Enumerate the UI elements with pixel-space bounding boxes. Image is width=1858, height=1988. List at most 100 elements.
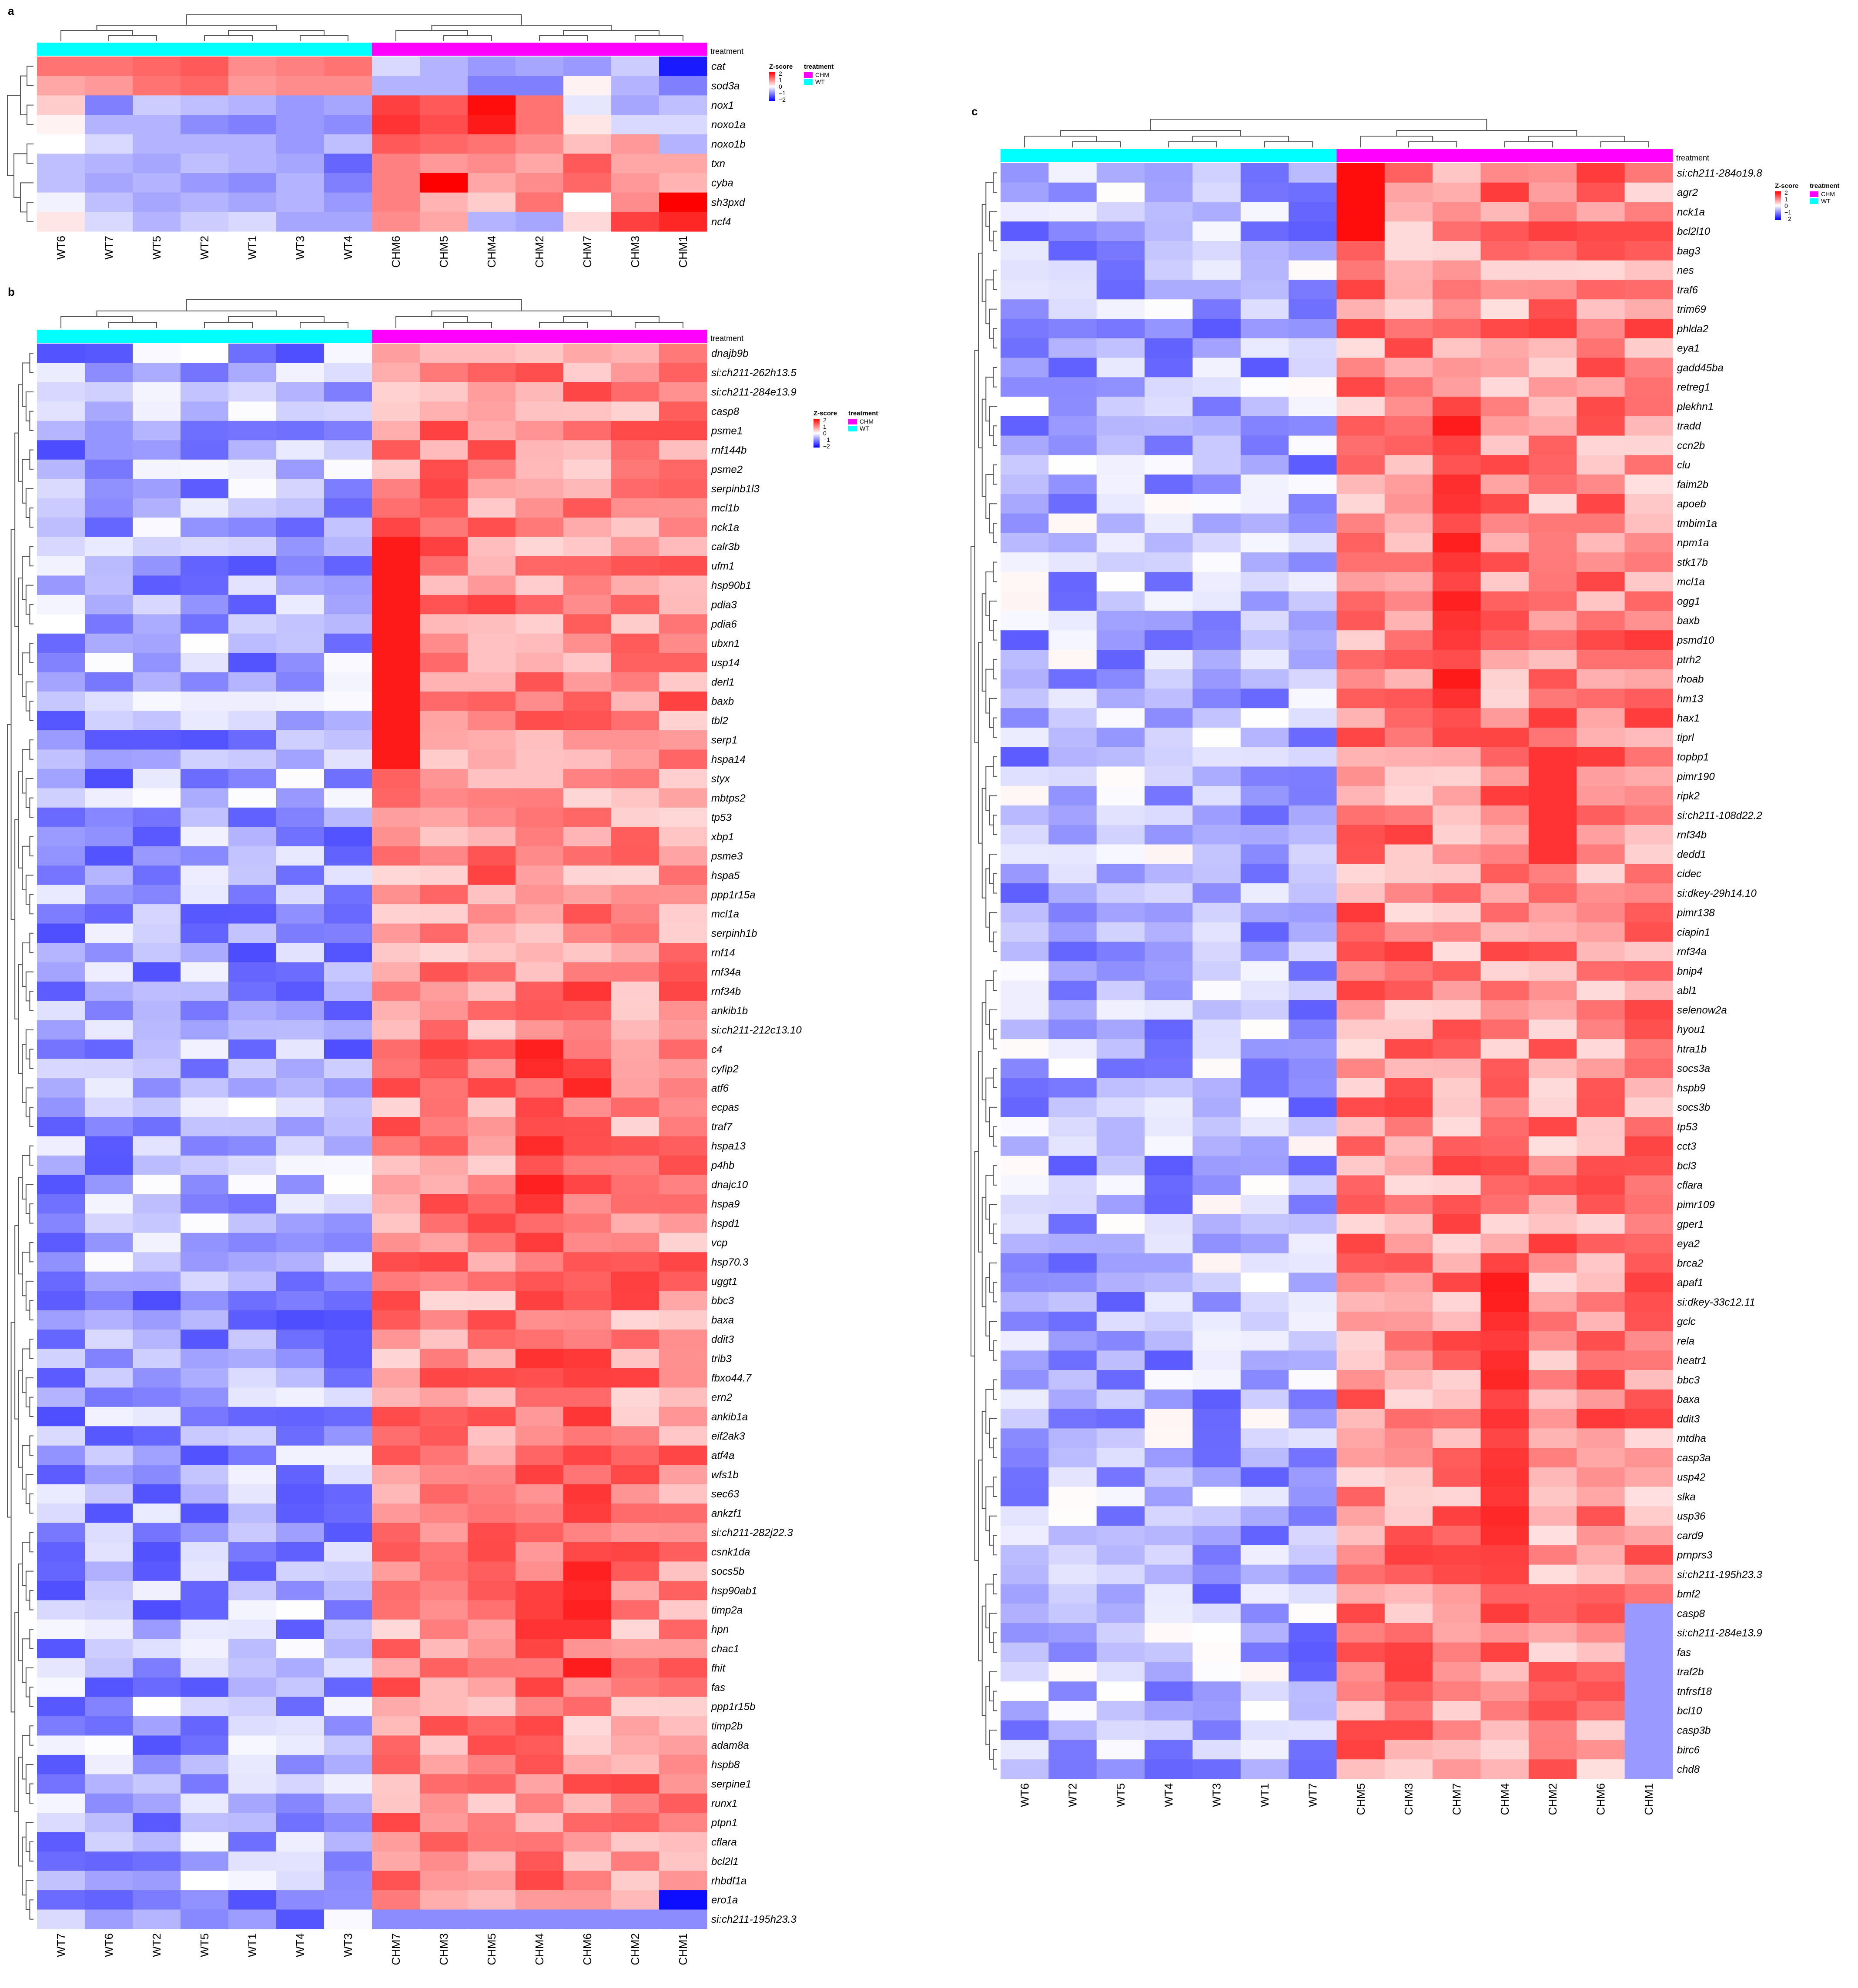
heatmap-cell [420,846,468,866]
heatmap-cell [1480,669,1529,689]
heatmap-cell [372,115,420,135]
dendrogram-branch [22,1836,26,1896]
heatmap-cell [228,730,277,750]
heatmap-cell [324,788,372,808]
treatment-annotation-cell [563,43,612,56]
heatmap-cell [228,1001,277,1021]
heatmap-cell [1528,1526,1577,1546]
heatmap-cell [516,1155,564,1175]
heatmap-cell [516,1677,564,1697]
dendrogram-branch [993,1029,997,1049]
heatmap-cell [276,1504,325,1524]
heatmap-cell [37,885,85,905]
heatmap-cell [276,1252,325,1272]
heatmap-cell [1240,1759,1289,1779]
heatmap-cell [516,57,564,77]
heatmap-cell [1480,182,1529,203]
treatment-annotation-cell [181,330,229,343]
dendrogram-branch [29,1841,33,1862]
heatmap-cell [372,556,420,576]
heatmap-cell [37,595,85,615]
heatmap-cell [1145,1292,1193,1312]
heatmap-cell [420,768,468,789]
heatmap-cell [85,1213,133,1233]
heatmap-cell [181,1136,229,1156]
dendrogram-branch [14,1612,19,1812]
heatmap-cell [1528,338,1577,358]
heatmap-cell [1048,571,1097,592]
heatmap-cell [611,827,660,847]
heatmap-cell [133,57,181,77]
heatmap-cell [37,1001,85,1021]
heatmap-cell [1289,922,1337,942]
heatmap-cell [420,154,468,174]
heatmap-cell [228,1059,277,1079]
heatmap-cell [1433,474,1481,494]
heatmap-cell [468,459,516,479]
heatmap-cell [324,1059,372,1079]
heatmap-cell [516,1793,564,1813]
heatmap-cell [324,76,372,96]
heatmap-cell [1480,747,1529,767]
heatmap-cell [1336,1000,1385,1020]
heatmap-cell [420,807,468,827]
heatmap-cell [1289,649,1337,670]
heatmap-cell [1336,1662,1385,1682]
dendrogram-branch [29,1145,33,1166]
heatmap-cell [372,1097,420,1117]
heatmap-cell [1048,844,1097,864]
heatmap-cell [1528,1000,1577,1020]
heatmap-cell [324,1813,372,1833]
heatmap-cell [563,885,612,905]
heatmap-cell [611,846,660,866]
heatmap-cell [276,1716,325,1736]
heatmap-cell [1624,1175,1673,1195]
row-label: socs5b [711,1566,744,1577]
panel-a: atreatmentcatsod3anox1noxo1anoxo1btxncyb… [7,4,834,268]
heatmap-cell [1577,728,1625,748]
heatmap-cell [1624,455,1673,475]
heatmap-cell [1624,1058,1673,1079]
heatmap-cell [37,981,85,1001]
zscore-tick-label: 2 [1784,189,1788,196]
heatmap-cell [1096,1136,1145,1156]
row-label: tradd [1677,421,1701,432]
heatmap-cell [1384,1506,1433,1526]
heatmap-cell [1384,435,1433,455]
heatmap-cell [1001,571,1049,592]
heatmap-cell [1289,221,1337,241]
dendrogram-branch [25,391,33,421]
heatmap-cell [1048,202,1097,222]
heatmap-cell [1624,533,1673,553]
heatmap-cell [228,1580,277,1600]
row-label: casp8 [1677,1608,1705,1620]
heatmap-cell [228,1793,277,1813]
heatmap-cell [1240,241,1289,261]
heatmap-cell [1145,1467,1193,1487]
panel-c: ctreatmentsi:ch211-284o19.8agr2nck1abcl2… [971,105,1839,1815]
heatmap-cell [1240,299,1289,319]
dendrogram-branch [981,398,986,497]
heatmap-cell [1048,1331,1097,1351]
heatmap-cell [1192,1350,1241,1370]
heatmap-cell [420,1600,468,1620]
heatmap-cell [372,1909,420,1929]
dendrogram-branch [989,601,997,631]
heatmap-cell [1001,883,1049,903]
heatmap-cell [420,1039,468,1059]
heatmap-cell [468,115,516,135]
heatmap-cell [85,807,133,827]
heatmap-cell [468,1039,516,1059]
heatmap-cell [37,788,85,808]
heatmap-cell [659,344,707,364]
heatmap-cell [1480,513,1529,534]
heatmap-cell [85,827,133,847]
heatmap-cell [1577,1311,1625,1332]
heatmap-cell [1624,1253,1673,1273]
heatmap-cell [324,1078,372,1098]
column-label: CHM3 [437,1933,450,1965]
heatmap-cell [1048,299,1097,319]
heatmap-cell [1096,1273,1145,1293]
heatmap-cell [372,479,420,499]
heatmap-cell [1096,1545,1145,1565]
